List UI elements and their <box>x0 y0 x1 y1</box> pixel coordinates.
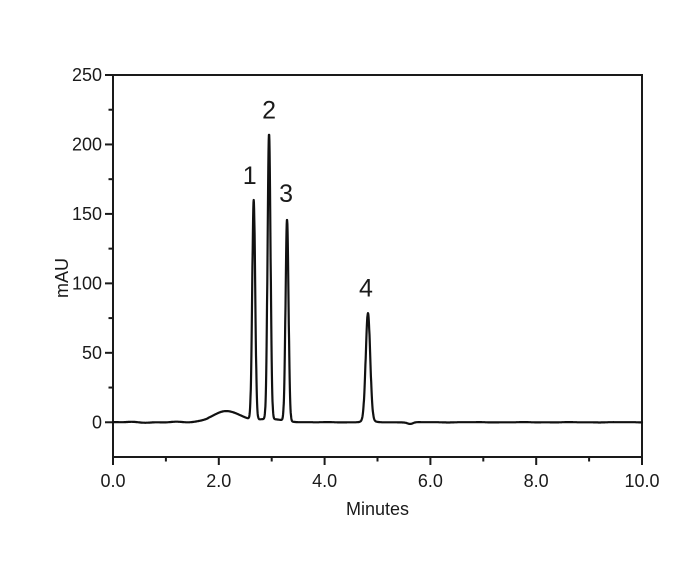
x-tick-label: 6.0 <box>418 471 443 491</box>
x-axis-title: Minutes <box>345 499 410 519</box>
y-tick-label: 200 <box>72 134 102 154</box>
y-tick-label: 250 <box>72 65 102 85</box>
x-tick-label: 8.0 <box>524 471 549 491</box>
peak-label-4: 4 <box>359 274 373 302</box>
x-tick-label: 10.0 <box>624 471 659 491</box>
x-tick-label: 0.0 <box>100 471 125 491</box>
y-axis-title: mAU <box>52 258 72 298</box>
x-tick-label: 2.0 <box>206 471 231 491</box>
y-tick-label: 150 <box>72 204 102 224</box>
peak-label-2: 2 <box>262 97 276 125</box>
y-tick-label: 0 <box>92 412 102 432</box>
y-tick-label: 100 <box>72 273 102 293</box>
peak-label-3: 3 <box>279 180 293 208</box>
chromatogram-trace <box>111 133 644 425</box>
x-tick-label: 4.0 <box>312 471 337 491</box>
plot-box <box>112 74 643 458</box>
y-tick-label: 50 <box>82 343 102 363</box>
peak-label-1: 1 <box>243 162 257 190</box>
